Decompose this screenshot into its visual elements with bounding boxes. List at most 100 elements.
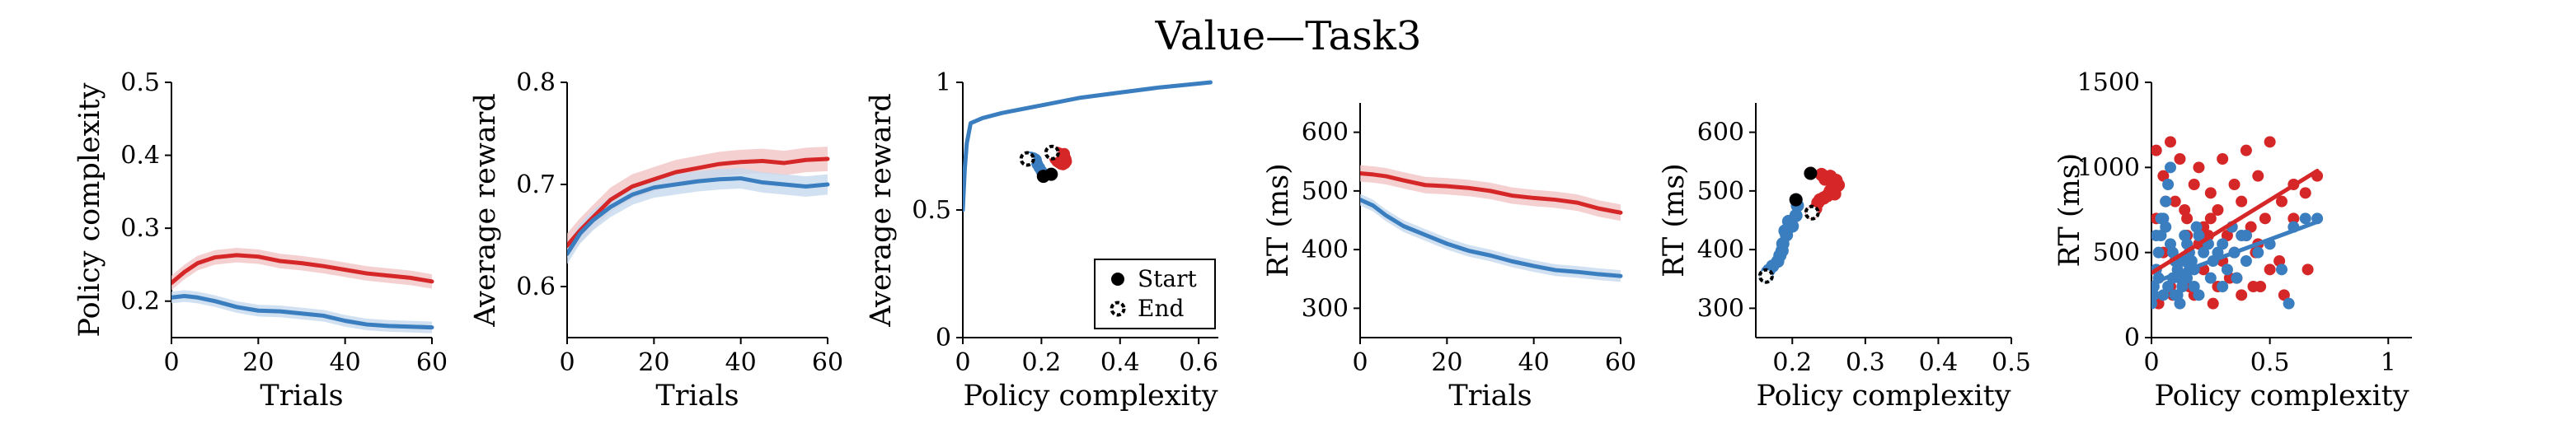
y-tick-label: 0.8 [516,68,556,97]
x-axis-label: Policy complexity [1756,380,2011,413]
x-tick-label: 40 [1518,348,1550,377]
blue-point [2198,246,2210,259]
red-point [2179,204,2191,216]
red-point [2204,212,2217,225]
x-axis-label: Policy complexity [2154,380,2409,413]
y-tick-label: 0.3 [120,214,160,243]
x-tick-label: 60 [812,348,843,377]
legend-end-marker [1110,301,1126,317]
panel-p2: 0 20 40 60 0.6 0.7 0.8 Trials Average reward [469,68,843,413]
y-tick-label: 1000 [2077,153,2140,182]
blue-point [2231,272,2243,284]
red-point [1058,147,1071,160]
red-point [2236,289,2248,301]
red-point [2151,144,2162,156]
red-point [1818,172,1832,186]
blue-point [2157,289,2170,301]
figure-title: Value—Task3 [1155,13,1422,59]
plot-area [2151,136,2324,310]
panel-p5: 0.2 0.3 0.4 0.5 300 400 500 600 Policy complexit… [1658,103,2031,413]
red-point [2217,153,2229,165]
y-tick-label: 0 [2124,324,2140,352]
plot-area [567,147,830,264]
plot-area [963,80,1213,212]
blue-series-line [171,294,434,330]
x-axis-label: Trials [655,380,739,413]
red-series-line [171,253,434,286]
x-axis-label: Trials [260,380,343,413]
x-tick-label: 0.4 [1919,348,1959,377]
y-tick-label: 500 [2093,239,2140,268]
red-point [2278,289,2290,301]
blue-point [2164,238,2176,250]
x-tick-label: 20 [1431,348,1462,377]
y-tick-label: 300 [1302,294,1349,323]
red-point [2299,187,2311,199]
blue-error-band [567,168,828,264]
red-point [2212,204,2224,216]
x-axis-label: Trials [1448,380,1532,413]
plot-area [1757,166,1846,284]
x-tick-label: 1 [2381,348,2396,377]
x-tick-label: 40 [725,348,757,377]
y-axis-label: RT (ms) [1262,163,1295,277]
blue-fit-line [2151,219,2320,286]
red-error-band [171,248,432,291]
blue-point [1778,224,1792,238]
y-axis-label: RT (ms) [2053,153,2086,268]
x-tick-label: 0.5 [1992,348,2031,377]
red-point [2264,136,2276,148]
legend-start-label: Start [1138,265,1198,292]
blue-point [2217,238,2229,250]
x-tick-label: 0 [955,348,970,377]
x-tick-label: 20 [242,348,274,377]
y-tick-label: 400 [1302,235,1349,264]
x-tick-label: 0 [1352,348,1368,377]
x-tick-label: 60 [1605,348,1636,377]
red-point [2302,263,2314,276]
x-tick-label: 0.5 [2250,348,2290,377]
start-marker [1789,193,1803,207]
y-tick-label: 1500 [2077,68,2140,97]
blue-point [2155,212,2167,225]
blue-point [2160,221,2172,233]
y-tick-label: 300 [1697,294,1744,323]
start-marker [1036,170,1050,184]
red-point [2264,263,2276,276]
end-marker [1804,204,1820,221]
y-tick-label: 600 [1302,119,1349,147]
blue-point [2276,263,2287,276]
end-marker [1019,151,1035,167]
x-tick-label: 0.6 [1179,348,1218,377]
red-fit-line [2151,168,2320,275]
blue-point [2240,255,2252,267]
legend: Start End [1094,259,1216,329]
x-tick-label: 0 [163,348,179,377]
x-axis-label: Policy complexity [963,380,1218,413]
red-point [2207,297,2219,310]
y-tick-label: 0.5 [912,196,951,225]
red-point [2240,144,2252,156]
red-point [2204,187,2217,199]
y-tick-label: 500 [1302,177,1349,206]
blue-point [2174,297,2186,310]
red-point [2252,170,2264,182]
red-point [2276,195,2287,208]
red-point [2174,153,2186,165]
plot-area [1360,165,1623,282]
red-point [2221,230,2233,241]
plot-area [171,248,434,333]
red-point [2228,179,2241,190]
x-tick-label: 0 [559,348,575,377]
blue-point [2204,272,2217,284]
panel-p6: 0 0.5 1 0 500 1000 1500 Policy complexity RT (ms… [2053,68,2412,413]
x-tick-label: 0.2 [1022,348,1062,377]
y-tick-label: 0.2 [120,287,160,316]
red-point [2287,212,2300,225]
blue-point [2193,289,2205,301]
red-point [2164,136,2176,148]
blue-point [2162,179,2175,190]
blue-point [2160,195,2172,208]
red-point [1828,187,1842,201]
